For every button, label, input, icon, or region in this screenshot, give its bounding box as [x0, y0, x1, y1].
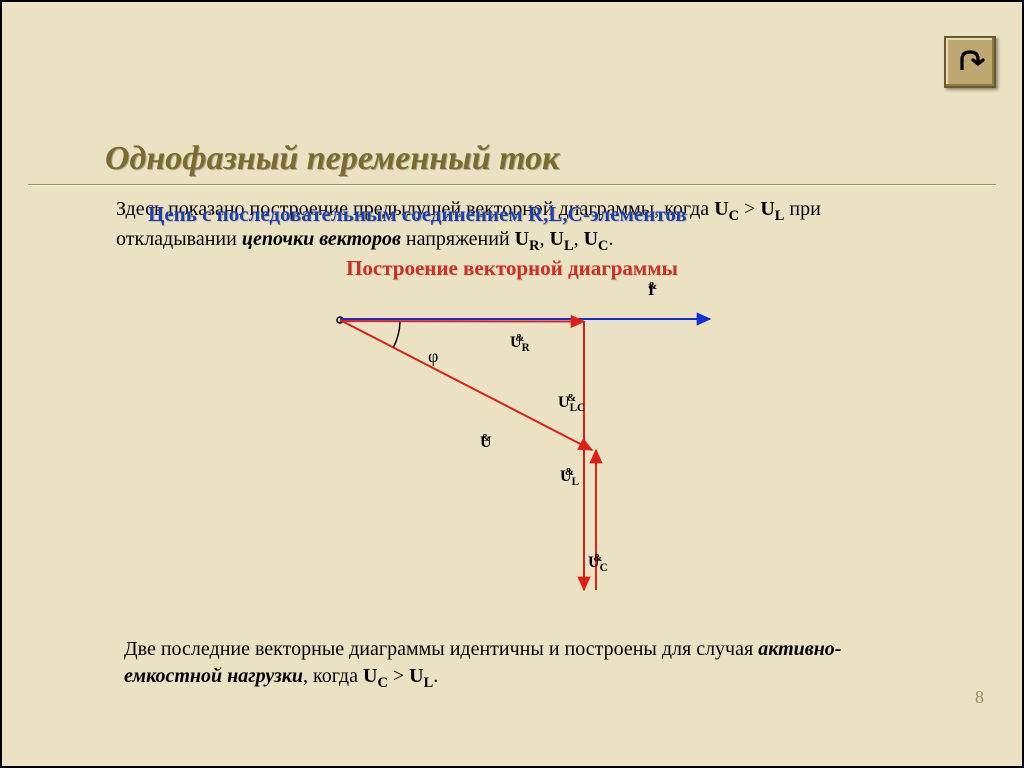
p1-gt: >	[739, 198, 760, 220]
label-U: &U	[480, 438, 492, 452]
p2-uc: U	[363, 665, 377, 687]
p2-uc-sub: C	[377, 675, 387, 691]
back-u-turn-icon	[953, 48, 987, 76]
slide-root: Однофазный переменный ток Здесь показано…	[0, 0, 1024, 768]
p2-b: , когда	[303, 665, 363, 687]
page-number: 8	[975, 687, 984, 708]
label-UL: &UL	[560, 472, 579, 488]
subtitle-overlay: Цепь с последовательным соединением R,L,…	[148, 202, 687, 227]
label-ULC: &ULC	[558, 398, 585, 414]
vector-diagram: &I φ&UR&ULC&U&UL&UC	[0, 280, 1024, 640]
p1-uc2-sub: C	[598, 238, 608, 254]
p1-ital: цепочки векторов	[242, 228, 401, 250]
p2-ul: U	[409, 665, 423, 687]
p1-tail1: напряжений	[401, 228, 515, 250]
label-phi: φ	[428, 346, 438, 367]
diagram-title: Построение векторной диаграммы	[0, 256, 1024, 281]
p1-ur: U	[515, 228, 529, 250]
p2-dot: .	[433, 665, 438, 687]
label-I: &I	[648, 286, 657, 300]
p1-uc: U	[714, 198, 728, 220]
p1-ur-sub: R	[529, 238, 539, 254]
p2-gt: >	[388, 665, 409, 687]
p2-ul-sub: L	[424, 675, 434, 691]
closing-paragraph: Две последние векторные диаграммы иденти…	[124, 636, 914, 693]
p1-sep2: ,	[574, 228, 584, 250]
p1-ul2-sub: L	[564, 238, 574, 254]
p1-uc-sub: C	[729, 208, 739, 224]
p1-ul2: U	[550, 228, 564, 250]
slide-title: Однофазный переменный ток	[105, 140, 559, 178]
p1-ul: U	[760, 198, 774, 220]
p1-sep1: ,	[540, 228, 550, 250]
p1-ul-sub: L	[775, 208, 785, 224]
p1-uc2: U	[584, 228, 598, 250]
p1-dot: .	[608, 228, 613, 250]
label-UR: &UR	[510, 338, 530, 354]
title-underline	[28, 184, 996, 186]
p2-a: Две последние векторные диаграммы иденти…	[124, 638, 758, 660]
back-button[interactable]	[944, 36, 996, 88]
label-UC: &UC	[588, 558, 608, 574]
